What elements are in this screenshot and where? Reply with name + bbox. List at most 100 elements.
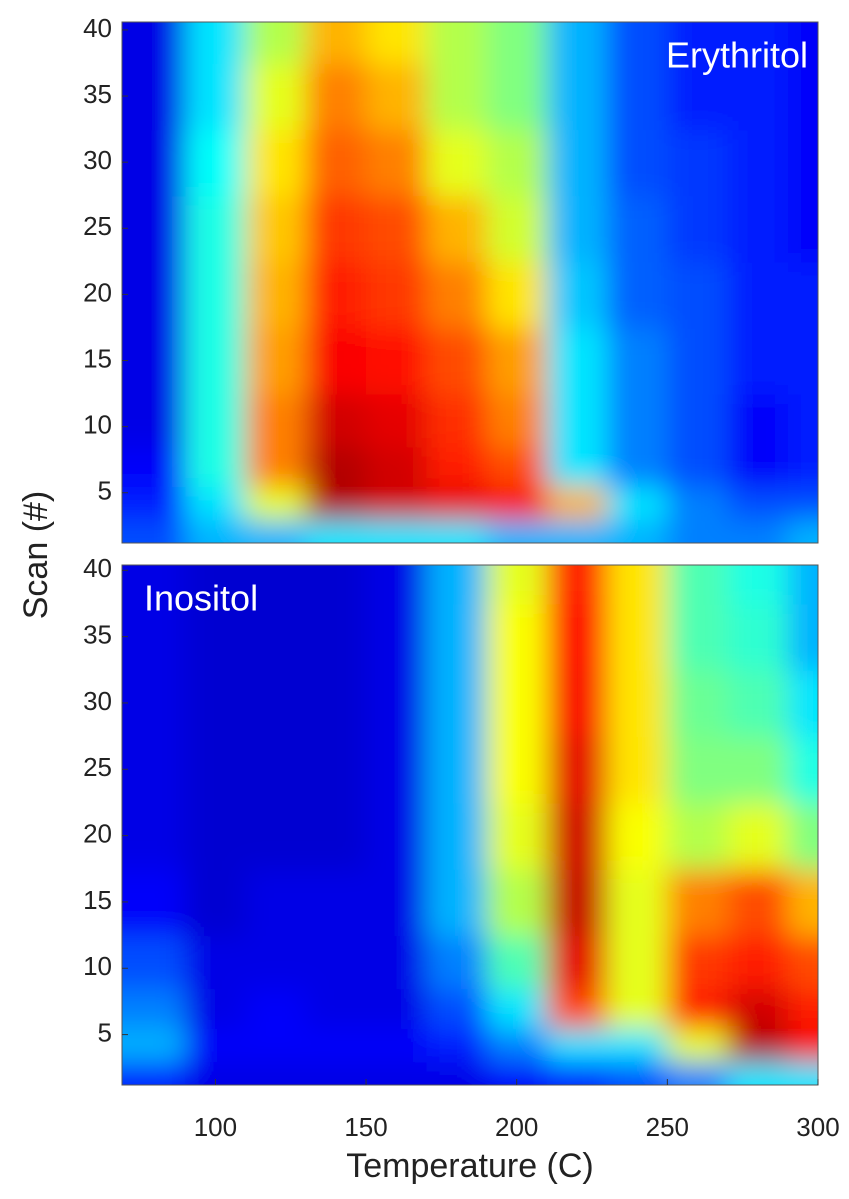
heatmap-cell [486, 327, 548, 395]
heatmap-cell [486, 868, 548, 937]
heatmap-cell [245, 603, 307, 671]
heatmap-cell [305, 446, 368, 488]
heatmap-cell [305, 1061, 368, 1085]
heatmap-cell [366, 1061, 428, 1085]
heatmap-cell [245, 195, 307, 263]
heatmap-cell [366, 393, 428, 448]
x-tick-label: 300 [796, 1112, 839, 1142]
heatmap-cell [546, 868, 609, 937]
heatmap-cell [185, 327, 247, 395]
heatmap-cell [426, 802, 488, 870]
heatmap-cell [667, 603, 729, 671]
heatmap-cell [667, 1061, 729, 1085]
heatmap-cell [185, 519, 247, 543]
heatmap-cell [727, 486, 789, 521]
heatmap-cell [727, 603, 789, 671]
heatmap-cell [667, 868, 729, 937]
heatmap-cell [607, 802, 669, 870]
heatmap-cell [245, 446, 307, 488]
heatmap-cell [546, 195, 609, 263]
heatmap-cell [607, 669, 669, 738]
heatmap-cell [185, 736, 247, 804]
heatmap-cell [366, 129, 428, 197]
heatmap-cell [185, 565, 247, 605]
heatmap-cell [727, 868, 789, 937]
heatmap-cell [546, 22, 609, 64]
y-tick-label: 35 [83, 620, 112, 650]
heatmap-cell [185, 1027, 247, 1063]
heatmap-cell [486, 802, 548, 870]
y-tick-label: 5 [98, 1017, 112, 1047]
heatmap-cell [727, 935, 789, 990]
heatmap-cell [486, 195, 548, 263]
heatmap-cell [185, 603, 247, 671]
heatmap-cell [546, 486, 609, 521]
heatmap-cell [667, 393, 729, 448]
heatmap-cell [122, 802, 187, 870]
y-tick-label: 30 [83, 686, 112, 716]
heatmap-cell [245, 1027, 307, 1063]
heatmap [122, 565, 818, 1085]
heatmap-cell [787, 22, 818, 64]
heatmap-cell [185, 22, 247, 64]
heatmap-cell [185, 261, 247, 329]
heatmap-cell [667, 486, 729, 521]
plot-area [122, 565, 818, 1085]
heatmap-cell [185, 1061, 247, 1085]
y-tick-label: 40 [83, 553, 112, 583]
heatmap-cell [667, 446, 729, 488]
y-tick-label: 25 [83, 211, 112, 241]
heatmap-cell [607, 393, 669, 448]
heatmap-cell [366, 486, 428, 521]
heatmap-cell [305, 195, 368, 263]
heatmap-cell [426, 669, 488, 738]
heatmap-cell [366, 988, 428, 1029]
heatmap-cell [426, 22, 488, 64]
heatmap-cell [366, 868, 428, 937]
heatmap-cell [727, 988, 789, 1029]
heatmap-cell [305, 736, 368, 804]
heatmap-cell [245, 802, 307, 870]
heatmap-cell [667, 327, 729, 395]
heatmap-cell [486, 129, 548, 197]
heatmap-cell [727, 565, 789, 605]
heatmap-cell [787, 669, 818, 738]
heatmap-cell [305, 935, 368, 990]
y-axis-label: Scan (#) [17, 491, 55, 620]
heatmap-cell [185, 393, 247, 448]
heatmap-cell [426, 486, 488, 521]
heatmap-cell [185, 195, 247, 263]
heatmap-cell [122, 988, 187, 1029]
heatmap-cell [607, 935, 669, 990]
heatmap-cell [366, 519, 428, 543]
heatmap-cell [727, 519, 789, 543]
heatmap-cell [305, 868, 368, 937]
heatmap-cell [546, 129, 609, 197]
heatmap-cell [486, 393, 548, 448]
heatmap-cell [426, 261, 488, 329]
heatmap-cell [426, 565, 488, 605]
heatmap-cell [305, 519, 368, 543]
x-tick-label: 250 [646, 1112, 689, 1142]
heatmap-cell [787, 261, 818, 329]
heatmap-cell [727, 736, 789, 804]
heatmap-cell [787, 486, 818, 521]
heatmap-cell [366, 195, 428, 263]
heatmap-cell [122, 736, 187, 804]
heatmap-cell [727, 446, 789, 488]
y-tick-label: 20 [83, 277, 112, 307]
heatmap-cell [185, 988, 247, 1029]
heatmap-cell [546, 519, 609, 543]
heatmap-cell [486, 486, 548, 521]
heatmap-cell [727, 129, 789, 197]
heatmap-cell [366, 1027, 428, 1063]
heatmap-cell [122, 603, 187, 671]
heatmap-cell [787, 519, 818, 543]
heatmap-cell [607, 603, 669, 671]
heatmap-cell [245, 1061, 307, 1085]
heatmap-cell [787, 129, 818, 197]
heatmap-cell [667, 802, 729, 870]
heatmap-cell [426, 195, 488, 263]
heatmap-cell [122, 327, 187, 395]
y-tick-label: 35 [83, 79, 112, 109]
